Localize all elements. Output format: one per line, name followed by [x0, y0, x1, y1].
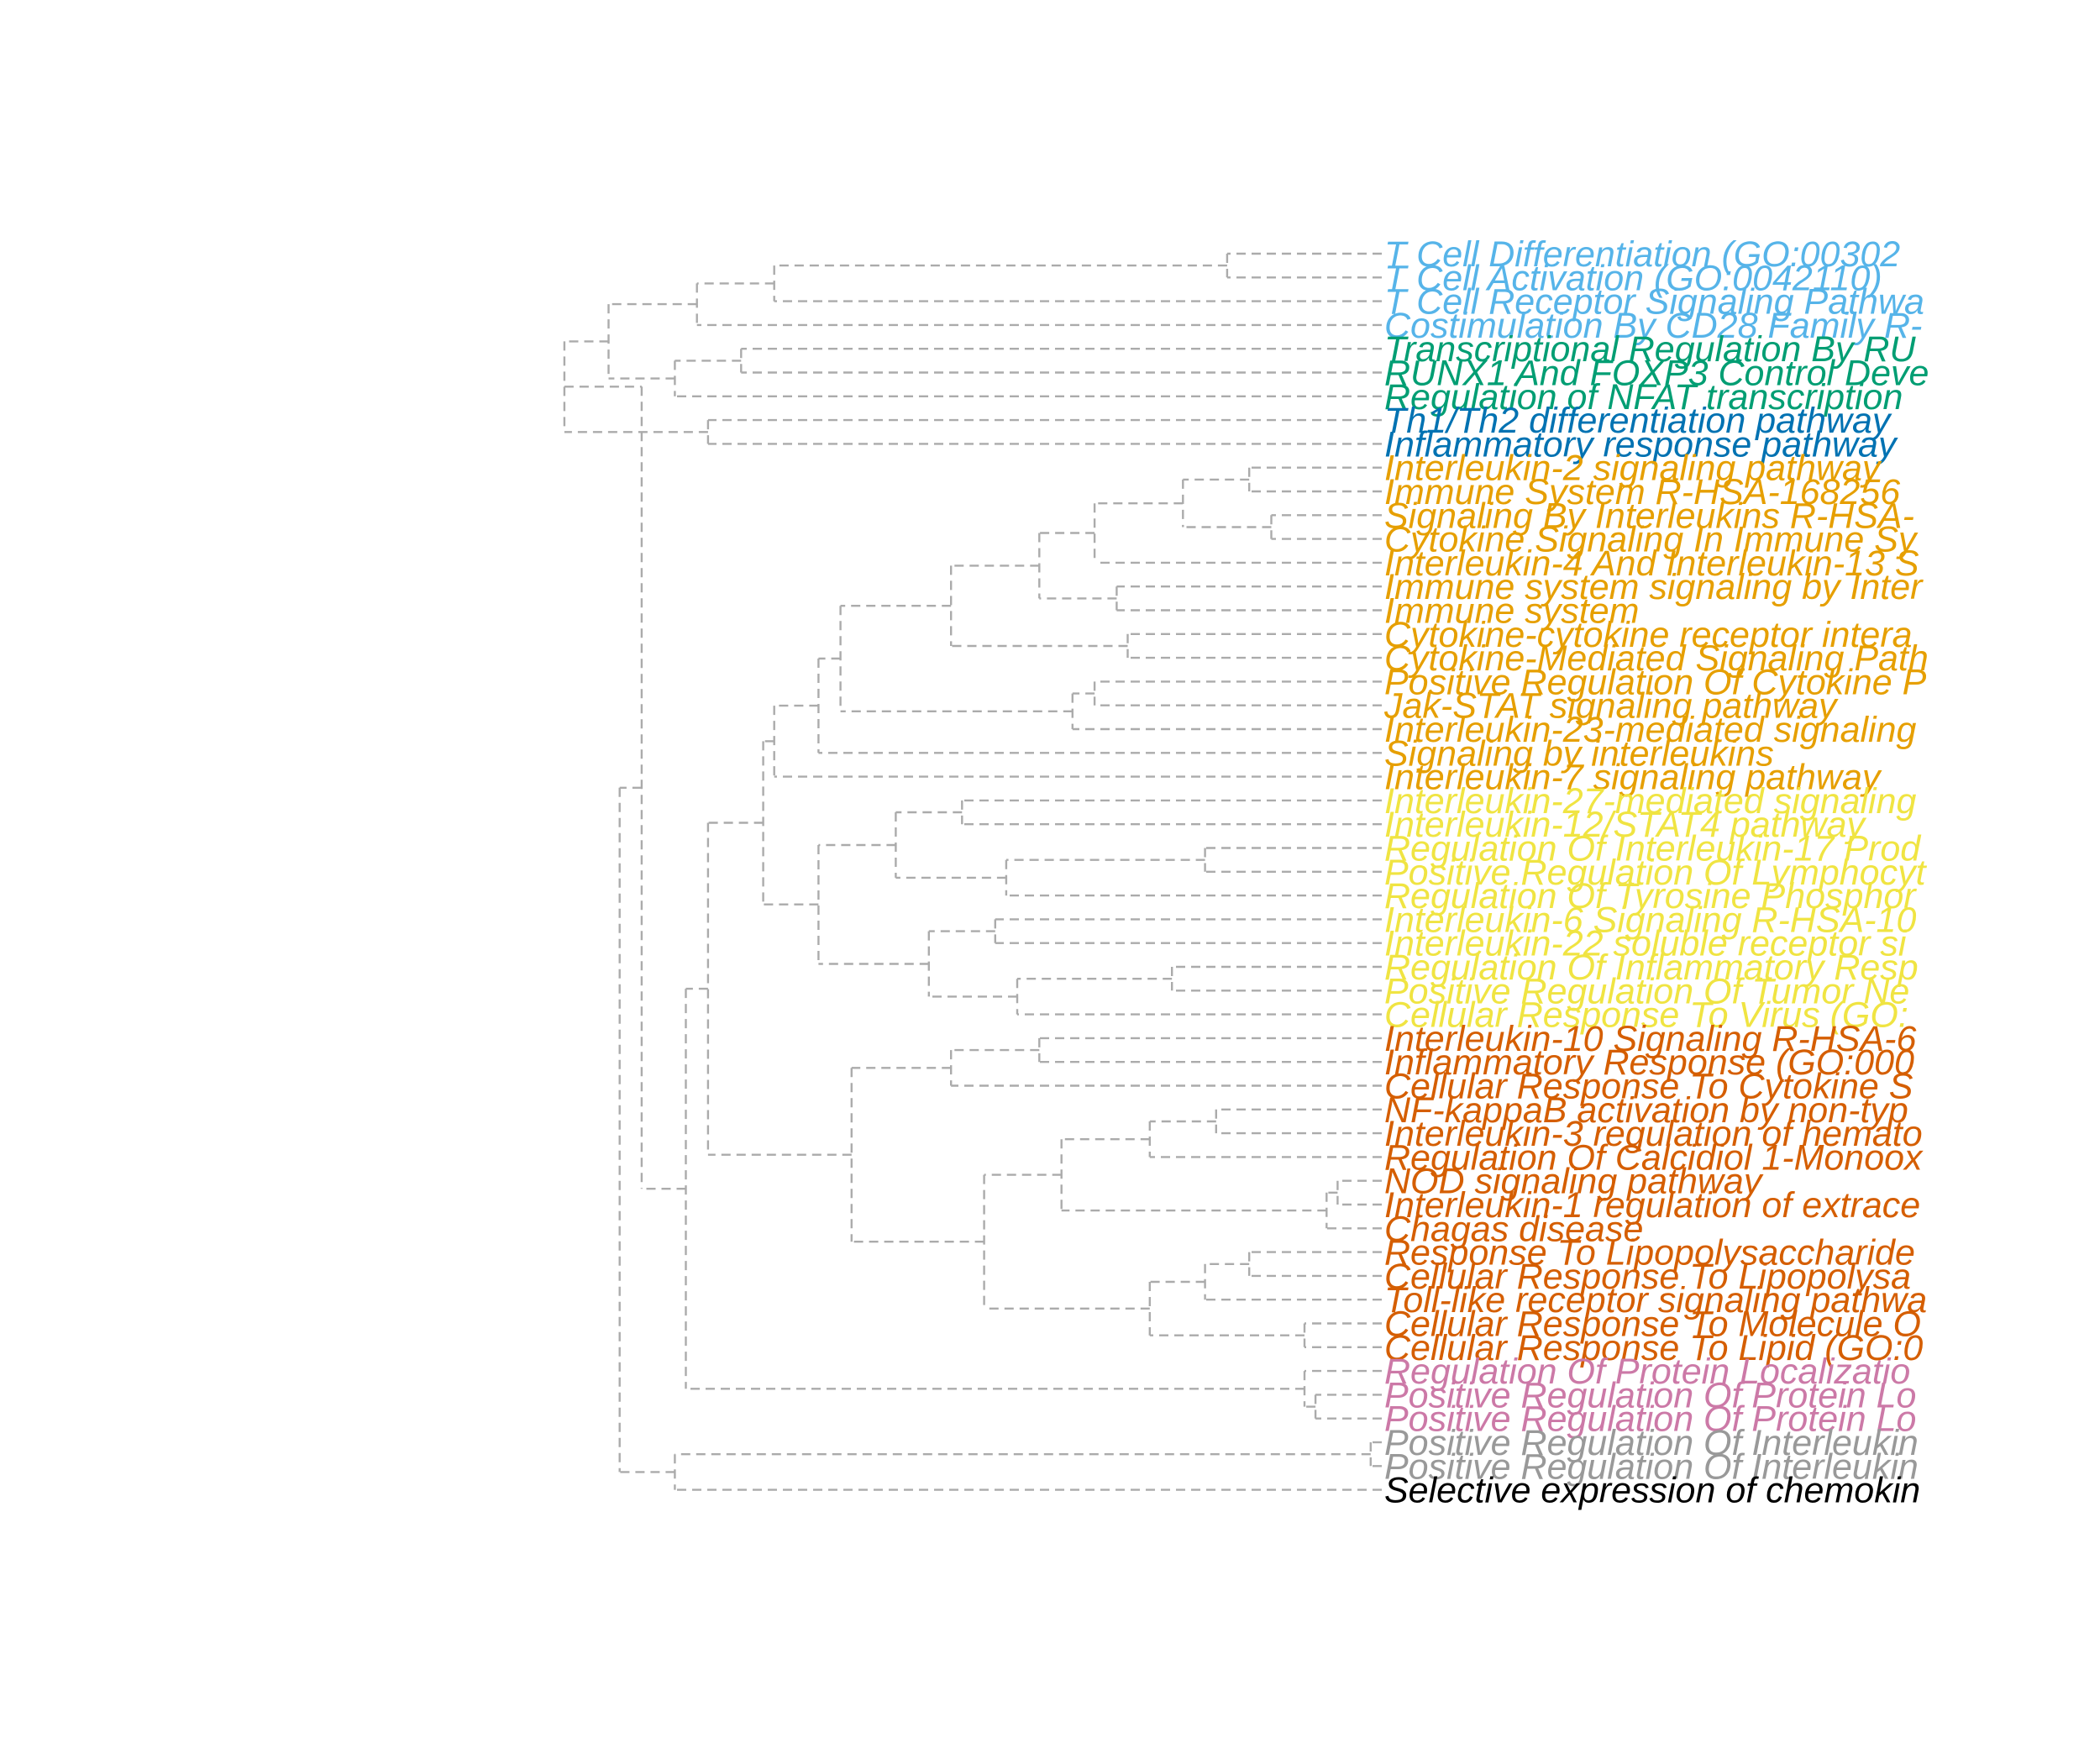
leaf-label: Positive Regulation Of Protein Lo	[1384, 1375, 1916, 1415]
leaf-label: Response To Lipopolysaccharide	[1384, 1233, 1915, 1273]
leaf-label: Interleukin-23-mediated signaling	[1384, 710, 1917, 750]
leaf-label: Positive Regulation Of Protein Lo	[1384, 1399, 1916, 1440]
leaf-label: Signaling by interleukins	[1384, 733, 1774, 774]
leaf-label: Positive Regulation Of Cytokine P	[1384, 662, 1927, 702]
leaf-label: Regulation Of Calcidiol 1-Monoox	[1384, 1137, 1924, 1178]
leaf-label: RUNX1 And FOXP3 Control Deve	[1384, 354, 1929, 394]
leaf-label: Interleukin-7 signaling pathway	[1384, 758, 1882, 798]
leaf-label: T Cell Differentiation (GO:00302	[1384, 234, 1900, 275]
leaf-label: Cellular Response To Cytokine S	[1384, 1067, 1913, 1107]
leaf-label: Cellular Response To Lipopolysa	[1384, 1257, 1911, 1297]
leaf-label: Chagas disease	[1384, 1209, 1643, 1249]
leaf-label: Inflammatory Response (GO:000	[1384, 1042, 1914, 1083]
leaf-label: Interleukin-10 Signaling R-HSA-6	[1384, 1019, 1916, 1059]
leaf-label: NF-kappaB activation by non-typ	[1384, 1090, 1908, 1131]
leaf-label: Positive Regulation Of Interleukin	[1384, 1446, 1919, 1487]
leaf-label: Positive Regulation Of Lymphocyt	[1384, 853, 1928, 893]
leaf-label: Cellular Response To Virus (GO:	[1384, 995, 1908, 1036]
leaf-label: Regulation Of Interleukin-17 Prod	[1384, 829, 1922, 869]
leaf-label: Jak-STAT signaling pathway	[1383, 686, 1839, 727]
leaf-label: Regulation of NFAT transcription	[1384, 377, 1903, 417]
leaf-label: T Cell Receptor Signaling Pathwa	[1384, 282, 1924, 323]
leaf-label: NOD signaling pathway	[1384, 1162, 1764, 1202]
leaf-label: Cytokine-cytokine receptor intera	[1384, 615, 1913, 655]
leaf-label: Regulation Of Tyrosine Phosphor	[1384, 876, 1917, 916]
leaf-label: Interleukin-27-mediated signaling	[1384, 781, 1917, 822]
leaf-label: Interleukin-6 Signaling R-HSA-10	[1384, 900, 1916, 940]
leaf-label: Costimulation By CD28 Family R-	[1384, 306, 1922, 346]
leaf-label: Regulation Of Protein Localizatio	[1384, 1352, 1910, 1392]
leaf-label: Cytokine-Mediated Signaling Path	[1384, 638, 1929, 679]
leaf-label: Immune system	[1384, 591, 1639, 632]
leaf-label: T Cell Activation (GO:0042110)	[1384, 258, 1882, 298]
leaf-label: Inflammatory response pathway	[1384, 424, 1898, 465]
leaf-label: Cytokine Signaling In Immune Sy	[1384, 520, 1919, 560]
leaf-label: Interleukin-12/STAT4 pathway	[1384, 805, 1867, 845]
leaf-label: Immune system signaling by Inter	[1384, 567, 1924, 607]
leaf-label: Toll-like receptor signaling pathwa	[1384, 1280, 1927, 1320]
leaf-label: Selective expression of chemokin	[1384, 1471, 1920, 1511]
leaf-label: Cellular Response To Molecule O	[1384, 1305, 1921, 1345]
leaf-label: Interleukin-1 regulation of extrace	[1384, 1185, 1920, 1226]
leaf-label: Immune System R-HSA-168256	[1384, 472, 1900, 512]
leaf-label: Positive Regulation Of Tumor Ne	[1384, 971, 1909, 1011]
leaf-label: Interleukin-2 signaling pathway	[1384, 449, 1882, 489]
leaf-label: Interleukin-3 regulation of hemato	[1384, 1114, 1923, 1154]
leaf-label: Positive Regulation Of Interleukin	[1384, 1423, 1919, 1463]
dendrogram-branches	[563, 252, 1382, 1491]
leaf-label: Signaling By Interleukins R-HSA-	[1384, 496, 1914, 536]
leaf-label: Th1/Th2 differentiation pathway	[1384, 401, 1892, 441]
leaf-label: Transcriptional Regulation By RU	[1384, 329, 1916, 370]
leaf-label: Interleukin-4 And Interleukin-13 S	[1384, 543, 1919, 584]
leaf-label: Cellular Response To Lipid (GO:0	[1384, 1328, 1923, 1368]
leaf-label: Regulation Of Inflammatory Resp	[1384, 948, 1919, 988]
leaf-label: Interleukin-22 soluble receptor si	[1384, 924, 1908, 964]
